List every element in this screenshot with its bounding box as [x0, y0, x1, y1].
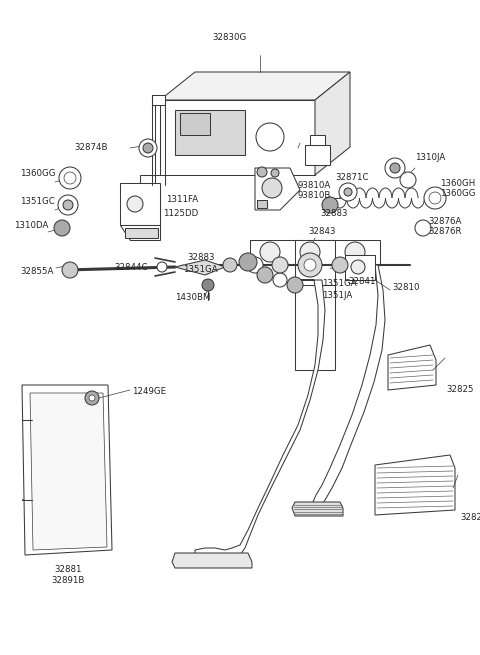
Circle shape: [202, 279, 214, 291]
Circle shape: [424, 187, 446, 209]
Text: 1125DD: 1125DD: [163, 208, 198, 217]
Text: 1310JA: 1310JA: [415, 153, 445, 162]
Text: 1360GG: 1360GG: [440, 189, 476, 198]
Text: 32883: 32883: [188, 252, 215, 261]
Polygon shape: [180, 113, 210, 135]
Text: 93810A: 93810A: [298, 181, 331, 191]
Text: 1430BM: 1430BM: [175, 293, 211, 303]
Circle shape: [63, 200, 73, 210]
Text: 1249GE: 1249GE: [132, 388, 166, 396]
Polygon shape: [388, 345, 436, 390]
Circle shape: [247, 257, 263, 273]
Text: 32874B: 32874B: [74, 143, 108, 153]
Polygon shape: [120, 183, 160, 225]
Circle shape: [64, 172, 76, 184]
Polygon shape: [255, 168, 300, 210]
Circle shape: [62, 262, 78, 278]
Circle shape: [271, 169, 279, 177]
Circle shape: [157, 262, 167, 272]
Text: 1351GC: 1351GC: [20, 198, 55, 206]
Circle shape: [358, 258, 372, 272]
Polygon shape: [313, 265, 385, 508]
Circle shape: [385, 158, 405, 178]
Polygon shape: [375, 455, 455, 515]
Text: 1310DA: 1310DA: [14, 221, 48, 231]
Text: 1351GA: 1351GA: [322, 280, 357, 288]
Circle shape: [332, 257, 348, 273]
Polygon shape: [315, 72, 350, 175]
Circle shape: [143, 143, 153, 153]
Polygon shape: [125, 228, 158, 238]
Circle shape: [262, 178, 282, 198]
Circle shape: [223, 258, 237, 272]
Polygon shape: [30, 393, 107, 550]
Polygon shape: [125, 100, 160, 220]
Circle shape: [339, 183, 357, 201]
Circle shape: [257, 267, 273, 283]
Circle shape: [287, 277, 303, 293]
Circle shape: [54, 220, 70, 236]
Polygon shape: [172, 553, 252, 568]
Circle shape: [127, 196, 143, 212]
Text: 1360GH: 1360GH: [440, 179, 475, 189]
Text: 32876R: 32876R: [428, 227, 461, 236]
Circle shape: [345, 242, 365, 262]
Polygon shape: [305, 145, 330, 165]
Circle shape: [256, 123, 284, 151]
Circle shape: [300, 242, 320, 262]
Text: 1311FA: 1311FA: [166, 195, 198, 204]
Circle shape: [304, 259, 316, 271]
Text: 32891B: 32891B: [51, 576, 84, 585]
Polygon shape: [175, 110, 245, 155]
Text: 32871C: 32871C: [335, 174, 369, 183]
Polygon shape: [195, 280, 325, 558]
Text: 32883: 32883: [320, 210, 348, 219]
Polygon shape: [292, 502, 343, 516]
Circle shape: [239, 253, 257, 271]
Circle shape: [260, 242, 280, 262]
Circle shape: [298, 253, 322, 277]
Text: 32843: 32843: [308, 227, 336, 236]
Circle shape: [322, 197, 338, 213]
Circle shape: [429, 192, 441, 204]
Polygon shape: [160, 100, 315, 175]
Circle shape: [139, 139, 157, 157]
Text: 1351GA: 1351GA: [183, 265, 218, 274]
Circle shape: [400, 172, 416, 188]
Text: 32825: 32825: [446, 386, 473, 394]
Text: 1351JA: 1351JA: [322, 291, 352, 299]
Circle shape: [273, 273, 287, 287]
Circle shape: [390, 163, 400, 173]
Text: 32810: 32810: [392, 284, 420, 293]
Text: 1360GG: 1360GG: [20, 170, 56, 179]
Circle shape: [415, 220, 431, 236]
Text: 32844C: 32844C: [115, 263, 148, 272]
Polygon shape: [295, 240, 335, 370]
Circle shape: [272, 257, 288, 273]
Text: 32876A: 32876A: [428, 217, 461, 227]
Circle shape: [257, 167, 267, 177]
Circle shape: [85, 391, 99, 405]
Polygon shape: [295, 265, 335, 285]
Polygon shape: [310, 135, 325, 145]
Polygon shape: [175, 260, 225, 275]
Polygon shape: [160, 72, 350, 100]
Polygon shape: [345, 255, 375, 280]
Polygon shape: [22, 385, 112, 555]
Text: 32881: 32881: [54, 565, 82, 574]
Circle shape: [59, 167, 81, 189]
Text: 32841: 32841: [348, 278, 375, 286]
Text: 32825: 32825: [460, 514, 480, 523]
Polygon shape: [250, 240, 380, 265]
Polygon shape: [120, 225, 160, 240]
Circle shape: [89, 395, 95, 401]
Circle shape: [58, 195, 78, 215]
Text: 32830G: 32830G: [213, 33, 247, 42]
Polygon shape: [152, 95, 165, 105]
Circle shape: [344, 188, 352, 196]
Polygon shape: [257, 200, 267, 208]
Circle shape: [351, 260, 365, 274]
Text: 32855A: 32855A: [20, 267, 53, 276]
Text: 93810B: 93810B: [298, 191, 331, 200]
